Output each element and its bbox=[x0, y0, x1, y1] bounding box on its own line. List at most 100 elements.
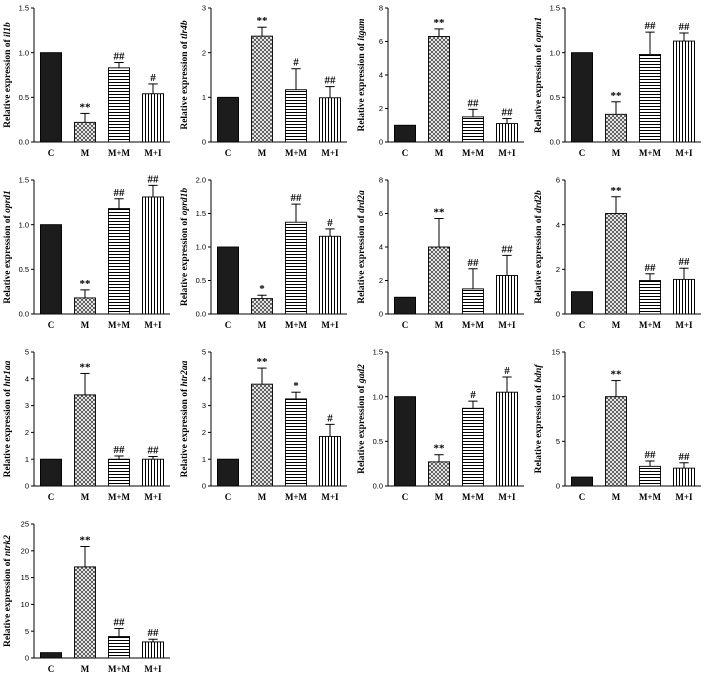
x-category-label: M+I bbox=[321, 320, 339, 330]
bar-M+I bbox=[319, 435, 341, 487]
significance-label: ## bbox=[291, 192, 303, 204]
chart-panel-oprd1b: Relative expression of oprd1b 0.0 0.5 1.0 1.… bbox=[177, 172, 354, 344]
y-tick-label: 1.5 bbox=[373, 348, 383, 357]
y-tick-label: 6 bbox=[379, 209, 383, 218]
significance-label: ** bbox=[611, 90, 623, 102]
significance-label: ## bbox=[114, 187, 126, 199]
y-tick-label: 0.5 bbox=[19, 265, 29, 274]
x-category-label: M+M bbox=[639, 492, 662, 502]
bar-M bbox=[251, 383, 273, 487]
significance-label: ## bbox=[148, 627, 160, 639]
y-tick-label: 0 bbox=[202, 482, 206, 491]
significance-label: ## bbox=[645, 262, 657, 274]
y-tick-label: 5 bbox=[202, 348, 206, 357]
y-tick-label: 4 bbox=[379, 243, 383, 252]
y-axis-label: Relative expression of itgam bbox=[357, 18, 367, 131]
y-tick-label: 8 bbox=[379, 4, 383, 13]
significance-label: ## bbox=[468, 257, 480, 269]
y-tick-label: 4 bbox=[25, 374, 29, 383]
x-category-label: M bbox=[81, 148, 90, 158]
bar-M bbox=[605, 396, 627, 487]
significance-label: ## bbox=[148, 173, 160, 185]
y-axis-label: Relative expression of gad2 bbox=[357, 364, 367, 474]
y-tick-label: 4 bbox=[379, 71, 383, 80]
y-tick-label: 6 bbox=[556, 176, 560, 185]
bar-M bbox=[605, 113, 627, 143]
y-tick-label: 0 bbox=[25, 654, 29, 663]
y-tick-label: 0 bbox=[556, 482, 560, 491]
y-tick-label: 2.0 bbox=[196, 176, 206, 185]
y-tick-label: 20 bbox=[21, 546, 29, 555]
bar-M+M bbox=[462, 407, 484, 487]
x-category-label: C bbox=[48, 664, 55, 674]
y-tick-label: 15 bbox=[552, 348, 560, 357]
bar-M bbox=[428, 461, 450, 487]
y-tick-label: 1.0 bbox=[373, 392, 383, 401]
x-category-label: M+M bbox=[462, 148, 485, 158]
x-category-label: M+I bbox=[498, 320, 516, 330]
y-tick-label: 0.0 bbox=[19, 310, 29, 319]
x-category-label: C bbox=[48, 148, 55, 158]
y-tick-label: 0.5 bbox=[19, 93, 29, 102]
x-category-label: M bbox=[612, 320, 621, 330]
bar-M+I bbox=[142, 641, 164, 659]
significance-label: ** bbox=[434, 17, 446, 29]
bar-C bbox=[571, 476, 593, 487]
x-category-label: M bbox=[435, 492, 444, 502]
x-category-label: M+I bbox=[321, 492, 339, 502]
y-tick-label: 3 bbox=[202, 4, 206, 13]
x-category-label: M bbox=[258, 148, 267, 158]
y-tick-label: 0.5 bbox=[196, 276, 206, 285]
y-tick-label: 2 bbox=[25, 428, 29, 437]
chart-oprd1: Relative expression of oprd1 0.0 0.5 1.0 1.5… bbox=[3, 173, 170, 330]
significance-label: * bbox=[259, 283, 265, 295]
y-axis-label: Relative expression of htr2aa bbox=[180, 360, 190, 477]
chart-htr2aa: Relative expression of htr2aa 0 1 2 3 4 5 C ** M *… bbox=[180, 348, 347, 502]
x-category-label: M bbox=[612, 492, 621, 502]
y-tick-label: 5 bbox=[25, 348, 29, 357]
significance-label: # bbox=[150, 72, 156, 84]
y-tick-label: 25 bbox=[21, 520, 29, 529]
y-tick-label: 2 bbox=[556, 265, 560, 274]
x-category-label: M+M bbox=[108, 664, 131, 674]
bar-C bbox=[40, 224, 62, 315]
chart-ntrk2: Relative expression of ntrk2 0 5 10 15 20 25 C *… bbox=[3, 520, 170, 674]
x-category-label: M+I bbox=[675, 148, 693, 158]
chart-drd2a: Relative expression of drd2a 0 2 4 6 8 C ** M ## M… bbox=[357, 176, 524, 330]
significance-label: ## bbox=[502, 107, 514, 119]
y-axis-label: Relative expression of oprd1 bbox=[3, 190, 13, 304]
x-category-label: M bbox=[81, 320, 90, 330]
x-category-label: M+M bbox=[285, 492, 308, 502]
y-tick-label: 0.0 bbox=[373, 482, 383, 491]
x-category-label: M+I bbox=[498, 148, 516, 158]
bar-C bbox=[217, 96, 239, 143]
y-tick-label: 1.0 bbox=[19, 48, 29, 57]
x-category-label: C bbox=[48, 492, 55, 502]
bar-M+I bbox=[319, 97, 341, 143]
significance-label: ** bbox=[80, 278, 92, 290]
x-category-label: C bbox=[225, 492, 232, 502]
significance-label: ## bbox=[325, 75, 337, 87]
significance-label: ## bbox=[114, 444, 126, 456]
y-axis-label: Relative expression of oprm1 bbox=[534, 17, 544, 133]
chart-panel-itgam: Relative expression of itgam 0 2 4 6 8 C ** M ## M… bbox=[354, 0, 531, 172]
bar-M bbox=[74, 121, 96, 143]
y-tick-label: 0.5 bbox=[373, 437, 383, 446]
significance-label: ** bbox=[80, 535, 92, 547]
chart-itgam: Relative expression of itgam 0 2 4 6 8 C ** M ## M… bbox=[357, 4, 524, 158]
y-tick-label: 3 bbox=[202, 401, 206, 410]
y-tick-label: 0 bbox=[556, 310, 560, 319]
chart-panel-oprd1: Relative expression of oprd1 0.0 0.5 1.0 1.5… bbox=[0, 172, 177, 344]
bar-M bbox=[605, 213, 627, 315]
y-tick-label: 10 bbox=[552, 392, 560, 401]
x-category-label: M+M bbox=[108, 320, 131, 330]
bar-C bbox=[394, 124, 416, 143]
bar-M bbox=[74, 297, 96, 315]
x-category-label: M bbox=[258, 320, 267, 330]
significance-label: ** bbox=[611, 369, 623, 381]
bar-M+I bbox=[496, 123, 518, 143]
bar-M bbox=[74, 566, 96, 659]
significance-label: ## bbox=[502, 243, 514, 255]
bar-C bbox=[40, 458, 62, 487]
bar-C bbox=[217, 458, 239, 487]
